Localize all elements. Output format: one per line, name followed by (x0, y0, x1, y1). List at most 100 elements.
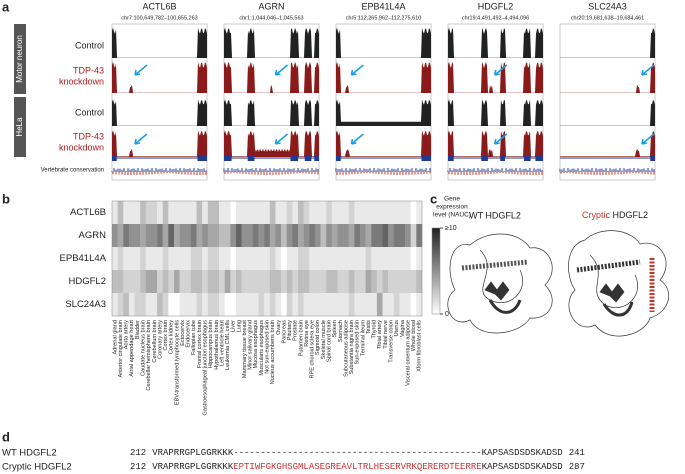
sequence-part: EPTIWFGKGHSGMLASEGREAVLTRLHESERVRKQERERD… (233, 462, 481, 472)
track-label: Control (75, 40, 104, 50)
colorbar (431, 227, 441, 315)
heat-cell (168, 270, 175, 293)
row-label: SLC24A3 (65, 299, 106, 310)
heat-cell (337, 270, 344, 293)
coverage (112, 130, 207, 157)
heat-cell (151, 270, 158, 293)
row-label: HDGFL2 (69, 276, 106, 287)
column-label: Testis (366, 320, 372, 335)
heat-cell (314, 224, 321, 247)
heat-cell (348, 224, 355, 247)
column-label: Coronary artery (157, 320, 163, 359)
track-label: Control (75, 107, 104, 117)
heat-cell (236, 224, 242, 247)
track-frame (335, 23, 432, 181)
heat-cell (331, 224, 338, 247)
column-label: Ovary (276, 320, 282, 335)
column-label: Thyroid (372, 320, 378, 339)
colorbar-title: level (NAUC) (433, 212, 471, 219)
heat-cell (185, 201, 192, 224)
heat-cell (281, 201, 287, 224)
heat-cell (134, 224, 141, 247)
heat-cell (224, 201, 231, 224)
conservation (447, 168, 543, 172)
arrow (350, 64, 364, 76)
column-label: Uterus (394, 320, 400, 337)
conservation (560, 172, 655, 175)
heat-cell (117, 293, 124, 316)
heat-cell (303, 293, 310, 316)
heat-cell (230, 270, 237, 293)
heat-cell (376, 247, 383, 270)
column-label: Cortex brain (163, 320, 169, 350)
heat-cell (123, 224, 130, 247)
exon (112, 155, 117, 161)
column-label: Bladder (135, 320, 141, 339)
heat-cell (365, 201, 372, 224)
heat-cell (343, 270, 349, 293)
heat-cell (348, 293, 355, 316)
heat-cell (376, 270, 383, 293)
heat-cell (405, 293, 411, 316)
conservation (223, 168, 319, 172)
heat-cell (303, 201, 310, 224)
heat-cell (185, 293, 192, 316)
heat-cell (123, 293, 130, 316)
heat-cell (196, 293, 203, 316)
sequence-part: KAPSASDSDSKADSD (482, 462, 563, 472)
track-frame (223, 23, 320, 181)
gene-coords: chr5:112,265,962–112,275,610 (346, 15, 422, 21)
column-label: Mucosa esophagus (253, 320, 259, 369)
heat-cell (190, 201, 197, 224)
heat-cell (416, 293, 423, 316)
heat-cell (376, 293, 383, 316)
column-label: Stomach (338, 320, 344, 342)
heat-cell (405, 270, 411, 293)
heat-cell (202, 224, 209, 247)
heat-cell (416, 270, 423, 293)
heat-cell (298, 201, 304, 224)
heat-cell (174, 224, 180, 247)
column-label: Ectocervix (180, 320, 186, 346)
heat-cell (309, 270, 316, 293)
heat-cell (134, 293, 141, 316)
column-label: Hippocampus brain (208, 320, 214, 368)
exon (336, 155, 341, 161)
heat-cell (241, 224, 248, 247)
heat-cell (331, 293, 338, 316)
heat-cell (275, 247, 282, 270)
heat-cell (281, 293, 287, 316)
heat-cell (219, 293, 225, 316)
conservation (335, 168, 431, 172)
heat-cell (331, 270, 338, 293)
heat-cell (140, 201, 147, 224)
heat-cell (258, 293, 265, 316)
column-label: Cerebellum brain (152, 320, 158, 363)
exon (481, 155, 488, 161)
heat-cell (337, 293, 344, 316)
heat-cell (134, 201, 141, 224)
heat-cell (410, 247, 417, 270)
heat-cell (275, 293, 282, 316)
heat-cell (376, 224, 383, 247)
heat-cell (224, 247, 231, 270)
heat-cell (309, 224, 316, 247)
sequence: 212 VRAPRRGPLGGRKKK----------------------… (130, 448, 585, 458)
conservation (224, 172, 319, 175)
heat-cell (360, 247, 366, 270)
heat-cell (230, 201, 237, 224)
heat-cell (207, 270, 214, 293)
track-frame (447, 23, 544, 181)
column-label: Endocervix (186, 320, 192, 348)
arrow (350, 133, 364, 145)
heat-cell (399, 247, 406, 270)
heat-cell (174, 270, 180, 293)
heat-cell (128, 247, 135, 270)
structure-title: Cryptic HDGFL2 (582, 210, 648, 220)
heat-cell (174, 201, 180, 224)
heat-cell (123, 270, 130, 293)
heat-cell (140, 224, 147, 247)
heat-cell (382, 201, 389, 224)
heat-cell (365, 224, 372, 247)
heat-cell (286, 201, 293, 224)
